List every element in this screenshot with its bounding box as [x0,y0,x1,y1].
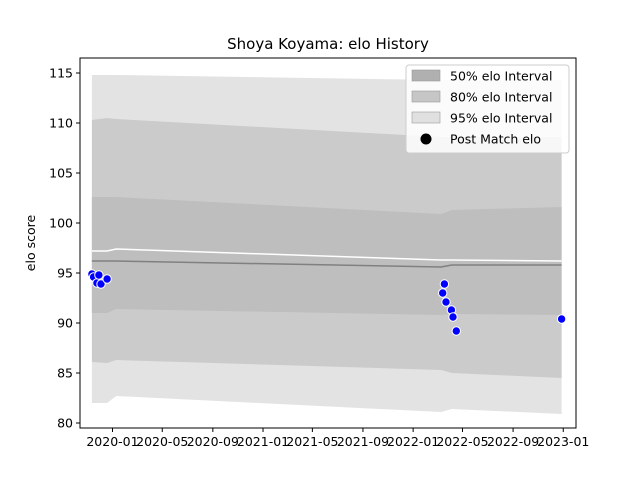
y-tick-label: 90 [57,316,73,331]
x-tick-label: 2022-09 [487,434,539,449]
plot-frame [79,57,577,429]
x-tick-label: 2020-01 [86,434,138,449]
legend-label: 50% elo Interval [450,69,552,84]
post-match-point [438,288,448,298]
y-tick-label: 115 [49,66,73,81]
post-match-point [439,279,450,289]
legend-box [405,64,570,154]
legend-swatch [411,111,441,124]
upper-elo-line [91,248,562,262]
legend: 50% elo Interval 80% elo Interval 95% elo … [405,64,570,154]
y-tick-label: 110 [49,116,73,131]
legend-label: 80% elo Interval [450,90,552,105]
x-tick-label: 2023-01 [537,434,589,449]
legend-swatch [411,90,441,103]
x-tick-label: 2020-09 [187,434,239,449]
y-tick-label: 85 [57,366,73,381]
y-tick-label: 100 [49,216,73,231]
post-match-point [556,314,567,324]
x-tick-label: 2021-01 [237,434,289,449]
post-match-point [441,297,451,307]
y-axis-label: elo score [23,215,38,272]
x-tick-label: 2022-05 [436,434,488,449]
legend-label: 95% elo Interval [450,111,552,126]
y-tick-label: 105 [49,166,73,181]
interval-bands [91,75,562,414]
elo-lines [91,248,562,268]
post-match-point [448,312,458,322]
post-match-points [87,269,567,336]
post-match-point [451,326,461,336]
y-tick-label: 80 [57,416,73,431]
legend-marker [420,133,432,145]
y-tick-label: 95 [57,266,73,281]
x-tick-label: 2021-09 [337,434,389,449]
legend-label: Post Match elo [450,132,541,147]
legend-swatch [411,69,441,82]
x-axis-ticks: 2020-012020-052020-092021-012021-052021-… [86,428,589,449]
post-match-point [94,270,104,280]
post-match-point [102,274,112,284]
y-axis-ticks: 80 85 90 95 100 105 110 115 [49,66,80,431]
x-tick-label: 2022-01 [387,434,439,449]
x-tick-label: 2021-05 [286,434,338,449]
chart-title: Shoya Koyama: elo History [227,35,429,53]
mean-elo-line [91,260,562,268]
x-tick-label: 2020-05 [136,434,188,449]
post-match-point [96,279,106,289]
